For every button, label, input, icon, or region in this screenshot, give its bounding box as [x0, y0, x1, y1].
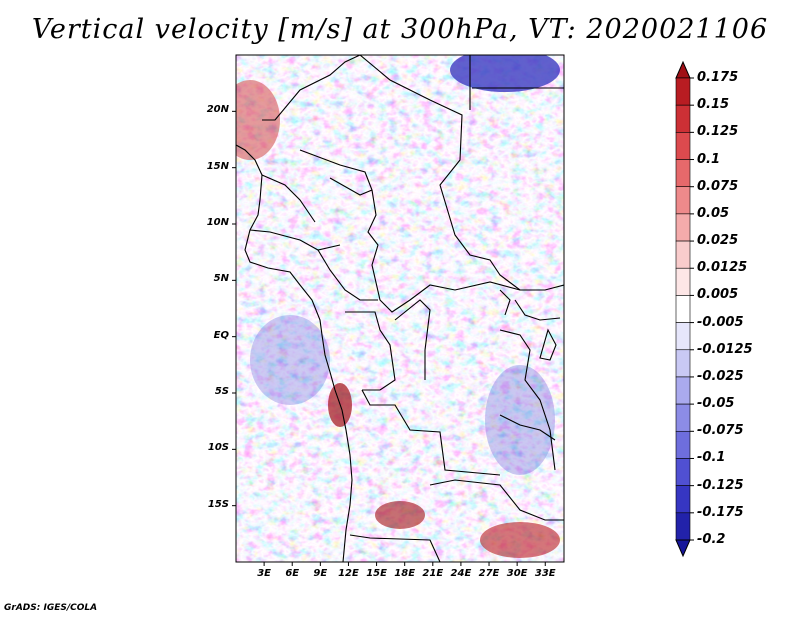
- chart-title: Vertical velocity [m/s] at 300hPa, VT: 2…: [31, 14, 769, 45]
- colorbar-segment: [675, 295, 691, 323]
- colorbar: [675, 60, 694, 558]
- colorbar-label: -0.005: [697, 314, 744, 330]
- colorbar-segment: [675, 159, 691, 188]
- coastlines-borders: [236, 55, 564, 562]
- colorbar-label: 0.125: [697, 124, 739, 140]
- colorbar-label: -0.05: [697, 396, 735, 412]
- lon-label: 30E: [506, 568, 528, 579]
- lon-label: 3E: [257, 568, 271, 579]
- colorbar-label: 0.175: [697, 70, 739, 85]
- map-frame: [235, 54, 565, 563]
- grads-credit: GrADS: IGES/COLA: [4, 603, 98, 613]
- colorbar-segment: [675, 213, 691, 242]
- colorbar-label: -0.1: [697, 450, 726, 466]
- map-field: [236, 55, 564, 562]
- lon-label: 18E: [394, 568, 416, 579]
- colorbar-label: -0.175: [697, 504, 744, 520]
- colorbar-label: -0.025: [697, 368, 744, 384]
- lon-label: 15E: [366, 568, 387, 579]
- lon-label: 9E: [313, 568, 328, 579]
- colorbar-label: 0.005: [697, 287, 739, 303]
- lat-label: EQ: [213, 329, 229, 341]
- colorbar-segment: [675, 267, 691, 296]
- colorbar-label: 0.0125: [697, 260, 748, 276]
- colorbar-label: 0.025: [697, 233, 739, 249]
- lat-label: 15S: [207, 498, 229, 510]
- lon-label: 21E: [422, 568, 444, 579]
- colorbar-top-arrow: [675, 60, 691, 79]
- colorbar-segment: [675, 104, 691, 133]
- colorbar-label: -0.075: [697, 423, 744, 439]
- lon-label: 6E: [285, 568, 300, 579]
- colorbar-label: -0.2: [697, 532, 726, 547]
- colorbar-segment: [675, 186, 691, 215]
- lat-label: 5S: [214, 386, 229, 397]
- colorbar-label: 0.15: [697, 97, 730, 113]
- lat-label: 15N: [206, 160, 229, 172]
- lat-label: 10N: [206, 217, 229, 228]
- colorbar-segment: [675, 403, 691, 432]
- lon-label: 27E: [478, 568, 500, 579]
- colorbar-segment: [675, 322, 691, 351]
- colorbar-segment: [675, 132, 691, 160]
- lon-label: 12E: [338, 568, 359, 579]
- colorbar-label: -0.0125: [697, 341, 753, 357]
- colorbar-segment: [675, 485, 691, 514]
- colorbar-label: 0.075: [697, 178, 739, 194]
- colorbar-label: -0.125: [697, 477, 744, 493]
- colorbar-segment: [675, 376, 691, 405]
- colorbar-segment: [675, 512, 691, 541]
- lat-label: 10S: [207, 442, 229, 454]
- lon-label: 24E: [450, 568, 472, 579]
- lat-ticks: [232, 110, 236, 507]
- colorbar-segment: [675, 77, 691, 106]
- lat-label: 20N: [206, 104, 229, 116]
- colorbar-label: 0.1: [697, 151, 721, 167]
- lat-label: 5N: [213, 273, 229, 285]
- colorbar-segment: [675, 240, 691, 269]
- lon-label: 33E: [534, 568, 556, 579]
- colorbar-label: 0.05: [697, 205, 730, 221]
- colorbar-segment: [675, 458, 691, 486]
- colorbar-segment: [675, 430, 691, 459]
- lon-ticks: [263, 562, 546, 566]
- colorbar-segment: [675, 349, 691, 378]
- colorbar-bottom-arrow: [675, 539, 691, 558]
